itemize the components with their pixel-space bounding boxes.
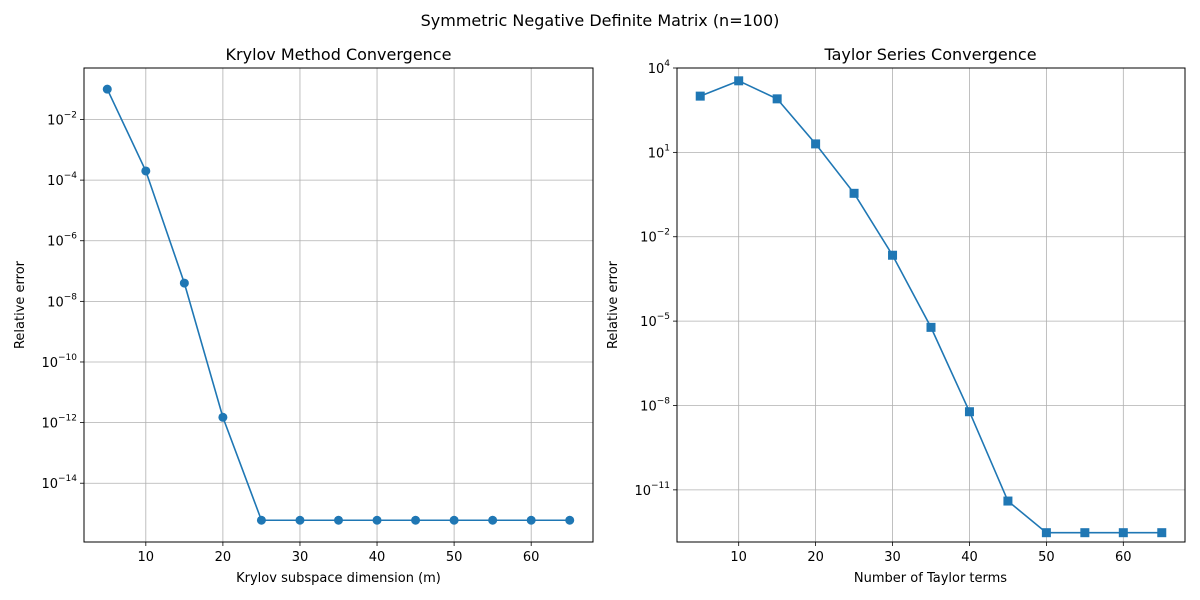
taylor-data-point [1157, 528, 1167, 538]
krylov-data-point [526, 515, 536, 525]
krylov-ylabel: Relative error [13, 260, 28, 349]
taylor-xtick-label: 50 [1038, 550, 1055, 565]
taylor-axes-frame [676, 67, 1186, 543]
taylor-xtick-label: 60 [1115, 550, 1132, 565]
krylov-ytick-label: 10−12 [41, 414, 77, 432]
taylor-data-point [772, 94, 782, 104]
krylov-ytick-label: 10−4 [47, 171, 77, 189]
krylov-series-line [106, 88, 570, 522]
krylov-data-point [372, 515, 382, 525]
krylov-data-point [488, 515, 498, 525]
taylor-ytick-label: 10−8 [640, 396, 670, 414]
krylov-xlabel: Krylov subspace dimension (m) [236, 571, 441, 586]
taylor-xlabel: Number of Taylor terms [854, 571, 1007, 586]
krylov-data-point [179, 278, 189, 288]
krylov-data-point [295, 515, 305, 525]
krylov-ytick-label: 10−6 [47, 232, 77, 250]
krylov-axes-frame [83, 67, 594, 543]
krylov-data-point [102, 84, 112, 94]
taylor-data-point [1080, 528, 1090, 538]
krylov-xtick-label: 30 [292, 550, 309, 565]
taylor-panel: Taylor Series Convergence 10 20 30 40 50 6010… [606, 45, 1186, 586]
taylor-data-point [1118, 528, 1128, 538]
krylov-data-point [565, 515, 575, 525]
taylor-data-point [695, 91, 705, 101]
taylor-series-line [699, 79, 1162, 534]
krylov-data-point [334, 515, 343, 525]
krylov-title: Krylov Method Convergence [226, 45, 452, 64]
krylov-xtick-label: 20 [215, 550, 232, 565]
taylor-xtick-label: 20 [807, 550, 824, 565]
taylor-ytick-label: 104 [648, 59, 671, 77]
krylov-ytick-label: 10−10 [41, 353, 77, 371]
krylov-plot-area: 10 20 30 40 50 60 10−14 10−12 10−10 10−8 10−6 10−4 1… [41, 67, 594, 565]
taylor-ytick-label: 10−5 [640, 312, 670, 330]
taylor-ytick-label: 10−2 [640, 228, 670, 246]
krylov-ytick-label: 10−8 [47, 292, 77, 310]
figure-suptitle: Symmetric Negative Definite Matrix (n=10… [421, 11, 780, 30]
taylor-ytick-label: 10−11 [634, 481, 670, 499]
krylov-panel: Krylov Method Convergence 10 20 30 40 50 6010… [13, 45, 594, 586]
taylor-data-point [1003, 496, 1013, 506]
taylor-title: Taylor Series Convergence [823, 45, 1036, 64]
taylor-data-point [964, 407, 974, 417]
taylor-data-point [849, 188, 859, 198]
taylor-ylabel: Relative error [606, 260, 621, 349]
krylov-data-point [449, 515, 459, 525]
taylor-data-point [888, 250, 898, 260]
krylov-data-point [141, 166, 151, 176]
taylor-xtick-label: 40 [961, 550, 978, 565]
krylov-xtick-label: 60 [523, 550, 540, 565]
krylov-xtick-label: 10 [138, 550, 155, 565]
taylor-data-point [1041, 528, 1051, 538]
krylov-data-point [256, 515, 266, 525]
taylor-data-point [811, 139, 821, 149]
krylov-data-point [218, 412, 228, 422]
krylov-xtick-label: 40 [369, 550, 386, 565]
krylov-ytick-label: 10−2 [47, 110, 77, 128]
taylor-data-point [734, 76, 744, 86]
taylor-data-point [926, 322, 936, 332]
krylov-ytick-label: 10−14 [41, 474, 77, 492]
taylor-xtick-label: 30 [884, 550, 901, 565]
taylor-plot-area: 10 20 30 40 50 60 10−11 10−8 10−5 10−2 101 104 [634, 59, 1186, 565]
krylov-xtick-label: 50 [446, 550, 463, 565]
taylor-ytick-label: 101 [648, 143, 670, 161]
taylor-xtick-label: 10 [730, 550, 747, 565]
krylov-data-point [411, 515, 421, 525]
